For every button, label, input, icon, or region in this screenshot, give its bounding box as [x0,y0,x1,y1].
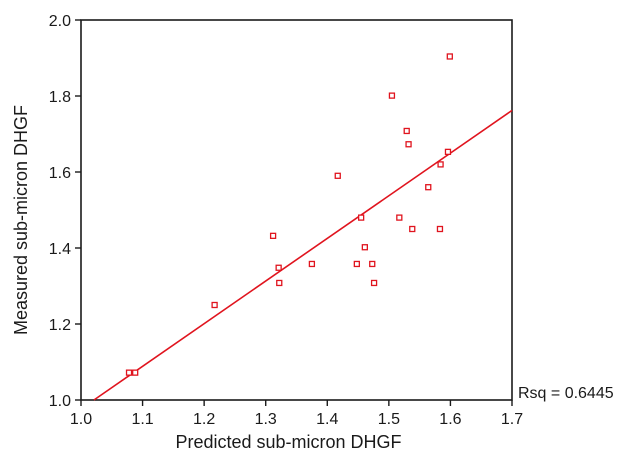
data-point [132,369,139,376]
data-point [334,172,341,179]
data-point [444,148,452,156]
data-points [125,53,453,376]
data-point [396,214,403,221]
data-point [125,369,133,376]
data-point [211,301,218,309]
y-tick-label: 1.0 [49,393,71,410]
x-tick-label: 1.0 [70,411,92,428]
data-point [425,184,432,191]
x-tick-label: 1.4 [316,411,338,428]
x-tick-label: 1.7 [501,411,523,428]
plot-frame [80,19,513,401]
y-axis-ticks: 1.0 1.2 1.4 1.6 1.8 2.0 [49,13,81,410]
data-point [357,214,365,221]
regression-line [93,109,513,401]
data-point [405,141,412,148]
x-tick-label: 1.3 [255,411,277,428]
y-tick-label: 1.8 [49,89,71,106]
data-point [436,225,444,233]
x-axis-ticks: 1.0 1.1 1.2 1.3 1.4 1.5 1.6 1.7 [70,400,523,428]
data-point [361,244,368,251]
data-point [388,92,396,99]
data-point [437,161,444,168]
data-point [446,53,453,60]
data-point [275,264,282,271]
y-tick-label: 2.0 [49,13,71,30]
data-point [353,260,360,268]
data-point [409,225,416,233]
data-point [403,127,410,135]
y-tick-label: 1.6 [49,165,71,182]
rsq-annotation: Rsq = 0.6445 [518,385,614,402]
y-tick-label: 1.2 [49,317,71,334]
data-point [369,260,376,268]
data-point [276,279,283,287]
x-tick-label: 1.5 [378,411,400,428]
x-tick-label: 1.2 [193,411,215,428]
y-tick-label: 1.4 [49,241,71,258]
data-point [370,279,378,287]
x-tick-label: 1.1 [131,411,153,428]
data-point [269,232,277,239]
x-tick-label: 1.6 [439,411,461,428]
x-axis-title: Predicted sub-micron DHGF [175,432,401,452]
data-point [308,260,316,268]
y-axis-title: Measured sub-micron DHGF [11,105,31,335]
